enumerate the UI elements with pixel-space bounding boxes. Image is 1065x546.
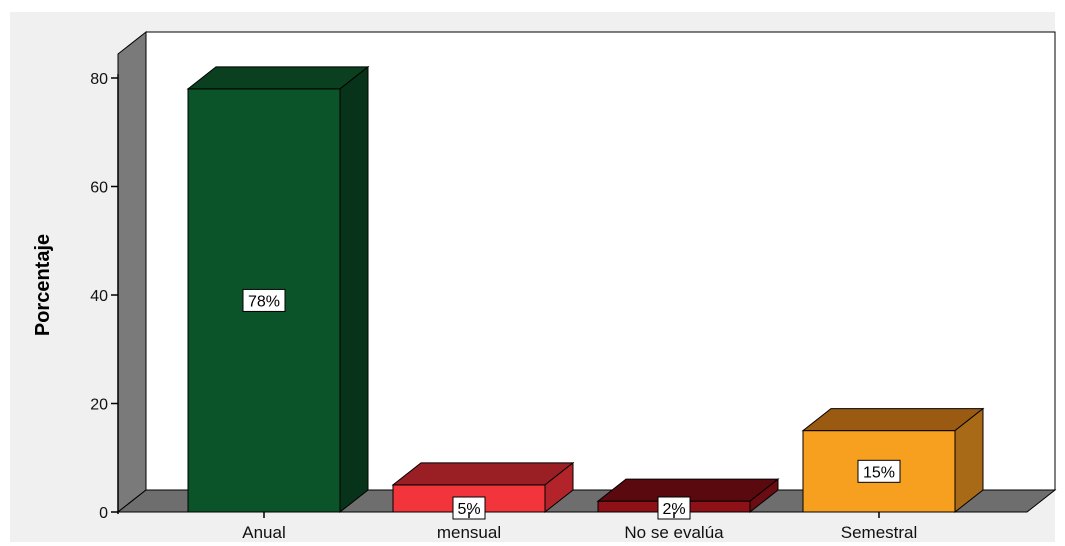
x-tick-label: Anual bbox=[242, 523, 285, 542]
data-label-box bbox=[857, 459, 901, 483]
data-label: 15% bbox=[863, 464, 895, 481]
bar-anual: 78% bbox=[186, 65, 370, 514]
x-tick-label: No se evalúa bbox=[624, 523, 724, 542]
y-tick-label: 60 bbox=[90, 180, 108, 197]
bar-side bbox=[544, 461, 574, 514]
data-label-box bbox=[452, 496, 486, 520]
bar-side bbox=[749, 478, 779, 514]
bar-mensual: 5% bbox=[391, 461, 575, 520]
y-tick-label: 20 bbox=[90, 397, 108, 414]
data-label-box bbox=[657, 496, 691, 520]
data-label: 2% bbox=[662, 501, 685, 518]
data-label: 78% bbox=[248, 293, 280, 310]
y-tick-label: 40 bbox=[90, 288, 108, 305]
y-tick-label: 80 bbox=[90, 71, 108, 88]
bar-semestral: 15% bbox=[801, 407, 985, 514]
bar-top bbox=[391, 462, 575, 486]
bar-no-se-eval-a: 2% bbox=[596, 478, 780, 520]
x-tick-label: Semestral bbox=[841, 523, 918, 542]
bar-side bbox=[954, 407, 984, 514]
y-axis-title: Porcentaje bbox=[32, 234, 54, 336]
x-tick-label: mensual bbox=[437, 523, 501, 542]
data-label-box bbox=[242, 288, 286, 312]
side-wall bbox=[117, 30, 147, 514]
bar-top bbox=[801, 408, 985, 432]
bar-side bbox=[339, 65, 369, 514]
data-label: 5% bbox=[457, 501, 480, 518]
bar-top bbox=[186, 66, 370, 90]
y-tick-label: 0 bbox=[99, 505, 108, 522]
